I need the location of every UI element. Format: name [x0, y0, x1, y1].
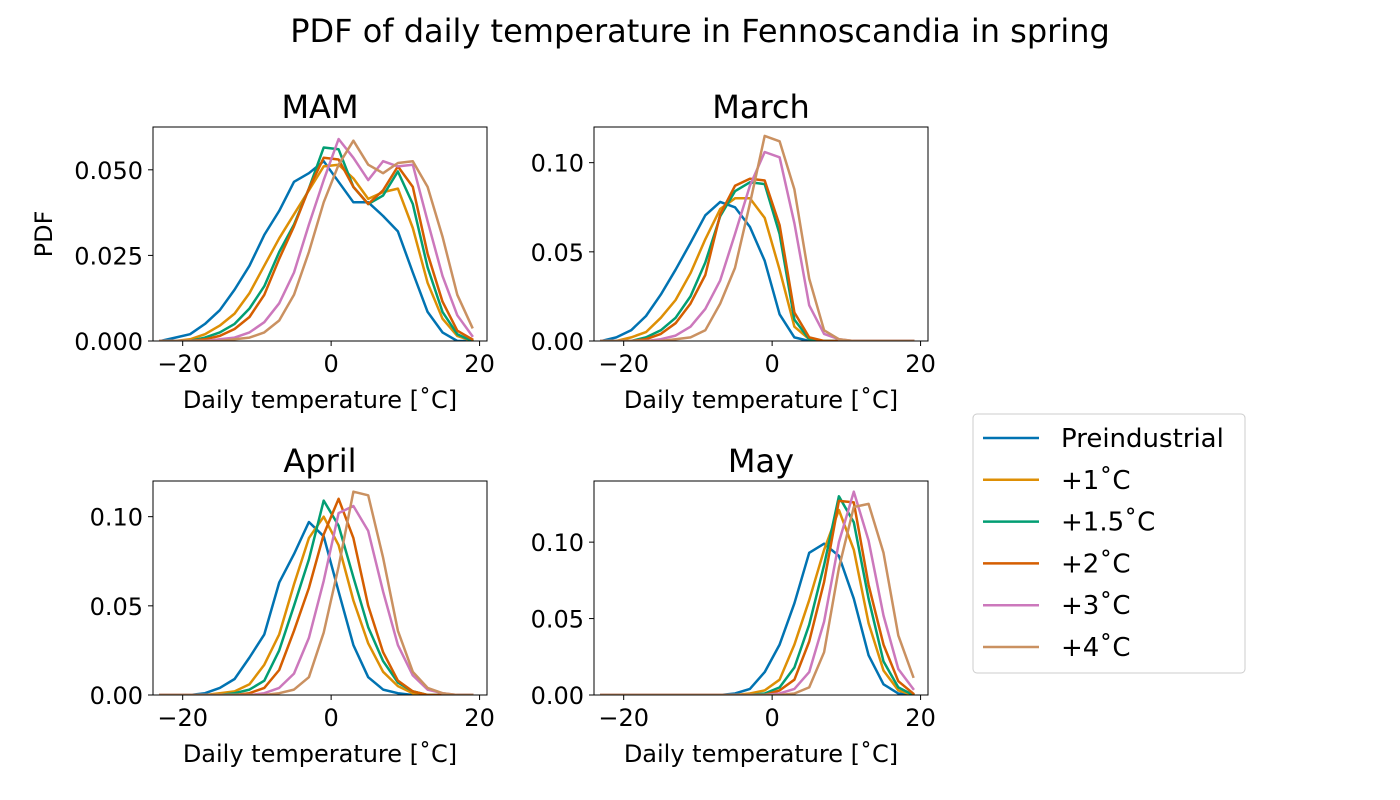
legend: Preindustrial +1˚C +1.5˚C +2˚C +3˚C +4˚C [972, 413, 1246, 674]
series-group [158, 137, 474, 341]
series-line-1c [600, 508, 915, 695]
x-tick-label: 0 [323, 350, 338, 378]
series-line-1-5c [600, 181, 915, 341]
y-tick-label: 0.05 [531, 606, 584, 634]
y-tick-label: 0.025 [74, 242, 143, 270]
series-line-preindustrial [158, 159, 474, 341]
y-tick-label: 0.050 [74, 157, 143, 185]
x-tick-label: −20 [157, 704, 208, 732]
series-line-2c [600, 177, 915, 341]
series-line-1c [159, 163, 474, 341]
panel-april: April −20 0 20 0.00 0.05 0.10 Daily temperature… [90, 442, 495, 768]
x-tick-label: 0 [764, 350, 779, 378]
x-axis-label: Daily temperature [˚C] [624, 740, 898, 768]
panel-title: March [712, 88, 810, 126]
x-tick-label: −20 [598, 704, 649, 732]
legend-item: +1˚C [983, 466, 1130, 496]
y-tick-label: 0.00 [531, 328, 584, 356]
y-tick-label: 0.00 [531, 682, 584, 710]
legend-label: +4˚C [1061, 633, 1130, 663]
legend-item: +4˚C [983, 633, 1130, 663]
series-line-4c [600, 502, 915, 695]
series-line-preindustrial [600, 542, 915, 695]
series-line-1-5c [600, 495, 915, 695]
series-line-preindustrial [599, 200, 915, 341]
axes-frame [152, 480, 488, 696]
series-line-2c [600, 499, 915, 695]
y-tick-label: 0.05 [531, 239, 584, 267]
series-line-2c [159, 497, 474, 695]
legend-label: Preindustrial [1061, 424, 1224, 454]
legend-label: +2˚C [1061, 549, 1130, 579]
legend-label: +1.5˚C [1061, 508, 1155, 538]
panel-title: May [728, 442, 794, 480]
x-axis-label: Daily temperature [˚C] [183, 740, 457, 768]
panel-march: March −20 0 20 0.00 0.05 0.10 Daily temperature… [531, 88, 936, 414]
series-line-4c [600, 134, 915, 341]
series-line-1c [600, 197, 915, 341]
panel-may: May −20 0 20 0.00 0.05 0.10 Daily temperature [… [531, 442, 936, 768]
x-axis-label: Daily temperature [˚C] [183, 386, 457, 414]
series-group [600, 490, 915, 695]
x-tick-label: 20 [464, 704, 495, 732]
series-line-3c [600, 490, 915, 695]
series-line-4c [159, 139, 474, 341]
legend-item: +3˚C [983, 591, 1130, 621]
legend-frame [972, 413, 1246, 674]
series-line-4c [159, 490, 474, 695]
y-axis-label: PDF [30, 211, 58, 258]
x-tick-label: −20 [157, 350, 208, 378]
figure-title: PDF of daily temperature in Fennoscandia… [290, 12, 1110, 50]
legend-item: +1.5˚C [983, 508, 1155, 538]
x-axis-label: Daily temperature [˚C] [624, 386, 898, 414]
series-line-3c [159, 504, 474, 695]
panel-title: MAM [281, 88, 358, 126]
y-tick-label: 0.05 [90, 593, 143, 621]
y-tick-label: 0.000 [74, 328, 143, 356]
y-tick-label: 0.10 [531, 529, 584, 557]
axes-frame [152, 126, 488, 342]
x-tick-label: 0 [323, 704, 338, 732]
series-line-1-5c [159, 499, 474, 695]
y-tick-label: 0.10 [90, 504, 143, 532]
y-tick-label: 0.00 [90, 682, 143, 710]
legend-item: +2˚C [983, 549, 1130, 579]
x-tick-label: 20 [905, 350, 936, 378]
legend-label: +3˚C [1061, 591, 1130, 621]
axes-frame [593, 126, 929, 342]
x-tick-label: 20 [464, 350, 495, 378]
x-tick-label: −20 [598, 350, 649, 378]
series-group [599, 134, 915, 341]
x-tick-label: 20 [905, 704, 936, 732]
series-line-1-5c [159, 146, 474, 341]
series-line-2c [159, 156, 474, 341]
axes-frame [593, 480, 929, 696]
legend-label: +1˚C [1061, 466, 1130, 496]
panel-mam: MAM −20 0 20 0.000 0.025 0.050 Daily temperatur… [30, 88, 495, 414]
y-tick-label: 0.10 [531, 150, 584, 178]
legend-item: Preindustrial [983, 424, 1224, 454]
panel-title: April [283, 442, 356, 480]
x-tick-label: 0 [764, 704, 779, 732]
series-group [159, 490, 474, 695]
